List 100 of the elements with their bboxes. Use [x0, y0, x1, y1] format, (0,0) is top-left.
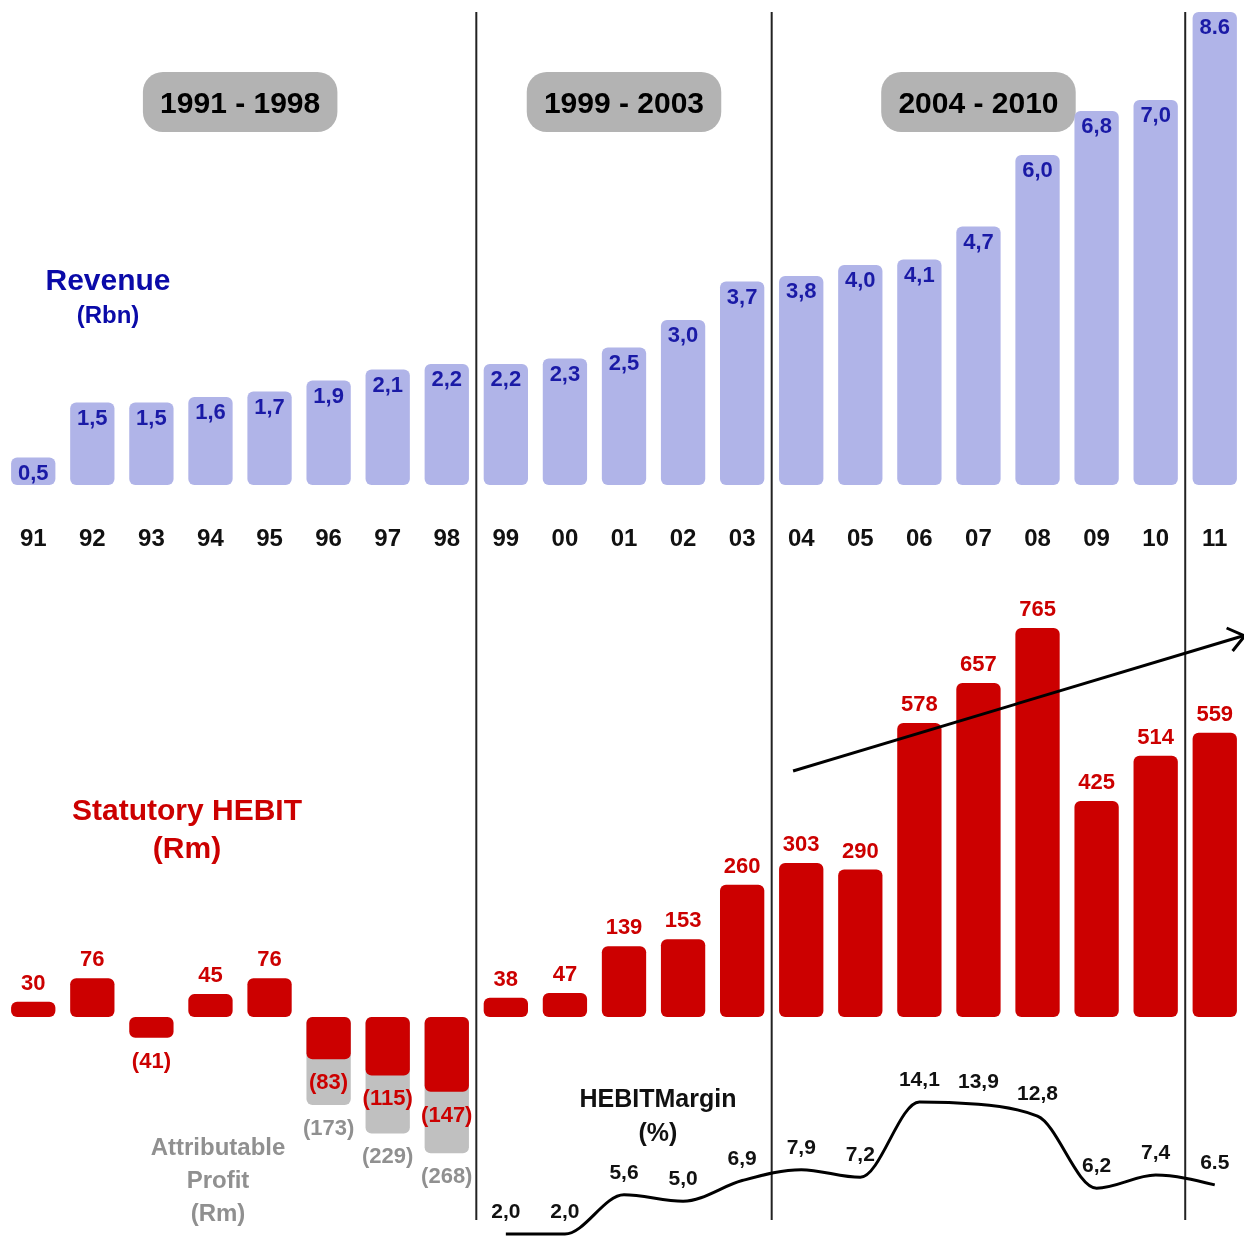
data-label: 13,9	[958, 1069, 999, 1093]
bar	[601, 946, 647, 1017]
data-label: 47	[552, 961, 578, 987]
bar	[365, 1017, 410, 1076]
x-tick-label: 03	[728, 524, 756, 551]
bar	[1074, 111, 1119, 485]
data-label: 5,0	[668, 1166, 698, 1190]
data-label: 2,0	[550, 1199, 580, 1222]
series-label: Attributable Profit (Rm)	[150, 1133, 286, 1226]
bar	[956, 226, 1001, 485]
data-label: 38	[493, 965, 519, 991]
bar	[129, 402, 174, 485]
data-label: 6,2	[1082, 1153, 1112, 1177]
data-label: 657	[960, 650, 997, 676]
data-label: 2,2	[490, 366, 522, 391]
bar	[483, 997, 528, 1017]
bar	[542, 993, 588, 1017]
data-label: (229)	[362, 1143, 414, 1169]
x-tick-label: 06	[906, 524, 933, 551]
data-label: 2,5	[608, 349, 640, 375]
data-label: 14,1	[898, 1067, 941, 1090]
bar	[70, 402, 115, 485]
bar	[247, 391, 292, 485]
data-label: (115)	[362, 1085, 413, 1111]
data-label: 3,8	[785, 278, 817, 303]
annotation: 2004 - 2010	[898, 86, 1059, 119]
x-tick-label: 92	[78, 524, 106, 551]
bar	[247, 978, 292, 1017]
data-label: 7,9	[786, 1134, 816, 1158]
data-label: (147)	[421, 1101, 473, 1127]
bar	[897, 259, 942, 485]
bar	[1192, 12, 1237, 485]
data-label: 425	[1078, 768, 1115, 794]
x-tick-label: 04	[787, 524, 816, 551]
x-tick-label: 02	[669, 524, 697, 551]
bar	[70, 978, 115, 1017]
data-label: 3,7	[726, 283, 758, 309]
bar	[483, 364, 528, 485]
bar	[424, 364, 469, 485]
data-label: 2,3	[549, 360, 581, 386]
bar	[601, 347, 647, 485]
data-label: 139	[605, 914, 643, 940]
bar	[1074, 800, 1119, 1017]
x-tick-label: 08	[1024, 524, 1051, 551]
bar	[720, 884, 765, 1017]
data-label: 6,8	[1081, 113, 1112, 138]
data-label: 12,8	[1017, 1081, 1059, 1105]
x-tick-label: 97	[374, 524, 402, 551]
bar	[1133, 755, 1178, 1017]
bar	[1192, 732, 1237, 1017]
data-label: 30	[21, 969, 46, 995]
x-tick-label: 98	[433, 524, 461, 551]
chart-title: HEBITMargin	[579, 1084, 737, 1112]
data-label: 6,0	[1022, 157, 1053, 182]
data-label: 514	[1137, 723, 1175, 749]
data-label: 1,5	[77, 404, 108, 430]
bar	[779, 862, 824, 1017]
data-label: 7,0	[1140, 102, 1171, 127]
data-label: 76	[80, 946, 105, 972]
bar	[188, 397, 233, 485]
bar	[838, 869, 883, 1017]
data-label: (268)	[421, 1163, 473, 1189]
data-label: 6.5	[1200, 1149, 1230, 1173]
bar	[306, 380, 351, 485]
data-label: 5,6	[609, 1159, 639, 1183]
bar	[306, 1017, 351, 1060]
data-label: (83)	[309, 1069, 349, 1095]
data-label: 0,5	[17, 459, 49, 485]
data-label: 45	[198, 962, 223, 988]
bar	[542, 358, 588, 485]
bar	[660, 939, 706, 1017]
data-label: 303	[782, 830, 820, 856]
data-label: 1,7	[254, 393, 285, 419]
data-label: 4,7	[963, 228, 994, 254]
data-label: 7,2	[845, 1142, 875, 1166]
bar	[660, 320, 706, 485]
text: Statutory HEBIT (Rm)	[71, 793, 303, 864]
data-label: 1,9	[313, 382, 344, 408]
data-label: 4,1	[904, 261, 935, 287]
data-label: 76	[257, 946, 282, 972]
data-label: 765	[1019, 596, 1056, 621]
bar	[897, 723, 942, 1017]
data-label: 290	[841, 837, 879, 863]
x-tick-label: 00	[551, 524, 579, 551]
bar	[838, 265, 883, 485]
bar	[11, 1001, 56, 1017]
data-label: 2,2	[431, 366, 463, 391]
x-tick-label: 09	[1083, 524, 1110, 551]
x-tick-label: 11	[1202, 524, 1228, 551]
bar	[720, 281, 765, 485]
x-tick-label: 95	[256, 524, 283, 551]
data-label: 260	[723, 852, 761, 878]
x-tick-label: 10	[1142, 524, 1170, 551]
x-tick-label: 01	[610, 524, 638, 551]
data-label: 1,6	[195, 399, 226, 424]
data-label: 2,1	[372, 371, 403, 397]
data-label: 578	[901, 691, 938, 717]
x-tick-label: 07	[965, 524, 992, 551]
bar	[1015, 155, 1060, 485]
data-label: 4,0	[845, 267, 876, 292]
